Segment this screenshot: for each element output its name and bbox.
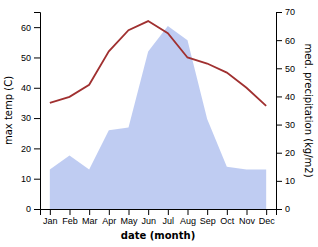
tick-label: 0: [285, 204, 290, 214]
tick-mark: [207, 209, 208, 215]
tick-label: Nov: [239, 216, 256, 226]
tick-label: 30: [285, 120, 295, 130]
tick-mark: [34, 118, 40, 119]
tick: 40: [21, 83, 40, 93]
tick-mark: [34, 88, 40, 89]
tick-label: Feb: [62, 216, 78, 226]
y2-axis-title: med. precipitation (kg/m2): [303, 43, 314, 177]
tick-mark: [276, 40, 282, 41]
tick-mark: [34, 148, 40, 149]
tick-label: 20: [21, 144, 31, 154]
y2-axis: 0 10 20 30 40 50 60 70: [276, 7, 295, 214]
tick-label: Jan: [43, 216, 58, 226]
tick: Feb: [62, 209, 78, 226]
tick: Apr: [102, 209, 116, 226]
tick-label: Jul: [163, 216, 175, 226]
tick-label: 50: [285, 64, 295, 74]
tick-mark: [34, 179, 40, 180]
tick-mark: [276, 68, 282, 69]
tick: 40: [276, 92, 295, 102]
y-axis-title: max temp (C): [3, 76, 14, 145]
precipitation-area: [50, 26, 266, 209]
tick-label: Oct: [220, 216, 235, 226]
axis-line: [41, 210, 277, 216]
tick-mark: [34, 209, 40, 210]
tick-mark: [109, 209, 110, 215]
tick: 20: [276, 148, 295, 158]
tick-mark: [70, 209, 71, 215]
tick: Jun: [141, 209, 156, 226]
tick-label: 50: [21, 53, 31, 63]
tick: 30: [21, 113, 40, 123]
tick-mark: [266, 209, 267, 215]
chart: Jan Feb Mar Apr MayJun Jul Aug Sep Oct NovDec 0 10 2…: [0, 0, 318, 247]
tick: 20: [21, 144, 40, 154]
tick: 70: [276, 7, 295, 17]
tick-mark: [188, 209, 189, 215]
tick-mark: [276, 125, 282, 126]
tick: 60: [276, 36, 295, 46]
tick: 50: [276, 64, 295, 74]
tick: 0: [26, 204, 40, 214]
tick-label: 70: [285, 7, 295, 17]
tick-mark: [276, 209, 282, 210]
tick-mark: [227, 209, 228, 215]
x-axis-title: date (month): [121, 230, 195, 241]
axis-line: [277, 13, 283, 210]
tick: Dec: [259, 209, 276, 226]
tick: 30: [276, 120, 295, 130]
tick-mark: [34, 27, 40, 28]
tick: Jul: [163, 209, 175, 226]
tick: Jan: [43, 209, 58, 226]
tick: 10: [276, 176, 295, 186]
x-axis: Jan Feb Mar Apr MayJun Jul Aug Sep Oct NovDec: [41, 209, 277, 226]
tick-mark: [247, 209, 248, 215]
tick-label: 20: [285, 148, 295, 158]
plot: Jan Feb Mar Apr MayJun Jul Aug Sep Oct NovDec 0 10 2…: [3, 7, 314, 241]
y-axis: 0 10 20 30 40 50 60: [21, 13, 41, 215]
tick: Mar: [82, 209, 98, 226]
tick: Aug: [180, 209, 196, 226]
tick-label: 30: [21, 113, 31, 123]
tick-label: Jun: [141, 216, 156, 226]
tick-mark: [276, 153, 282, 154]
tick-label: Apr: [102, 216, 116, 226]
tick: May: [120, 209, 138, 226]
tick-mark: [89, 209, 90, 215]
tick-mark: [129, 209, 130, 215]
tick-label: 40: [285, 92, 295, 102]
tick-mark: [276, 96, 282, 97]
tick-label: 10: [285, 176, 295, 186]
tick-label: 10: [21, 174, 31, 184]
tick: Oct: [220, 209, 235, 226]
tick-mark: [168, 209, 169, 215]
tick-label: 40: [21, 83, 31, 93]
axis-line: [34, 13, 41, 210]
tick: 0: [276, 204, 290, 214]
tick-mark: [50, 209, 51, 215]
tick-label: 60: [285, 36, 295, 46]
temperature-line: [50, 21, 266, 106]
tick-mark: [148, 209, 149, 215]
tick-label: May: [120, 216, 138, 226]
tick-mark: [276, 181, 282, 182]
tick-mark: [34, 57, 40, 58]
tick: Sep: [200, 209, 216, 226]
tick-label: Mar: [82, 216, 98, 226]
tick-mark: [276, 12, 282, 13]
tick: Nov: [239, 209, 256, 226]
tick-label: 0: [26, 204, 31, 214]
tick: 10: [21, 174, 40, 184]
tick-label: Dec: [259, 216, 276, 226]
tick-label: Aug: [180, 216, 196, 226]
tick-label: 60: [21, 23, 31, 33]
tick: 60: [21, 23, 40, 33]
marks: [50, 21, 266, 209]
tick: 50: [21, 53, 40, 63]
tick-label: Sep: [200, 216, 216, 226]
